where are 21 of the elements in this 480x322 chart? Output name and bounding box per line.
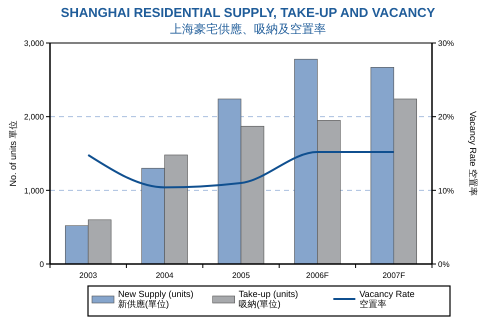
y-tick-label: 2,000 bbox=[24, 112, 45, 122]
y2-axis-title: Vacancy Rate 空置率 bbox=[468, 111, 478, 196]
x-tick-label: 2006F bbox=[306, 271, 329, 280]
legend-label: New Supply (units) 新供應(單位) bbox=[118, 289, 194, 309]
chart-title: SHANGHAI RESIDENTIAL SUPPLY, TAKE-UP AND VACANCY bbox=[60, 5, 436, 20]
y-tick-label: 3,000 bbox=[24, 39, 45, 48]
x-tick-label: 2007F bbox=[382, 271, 406, 280]
x-tick-label: 2003 bbox=[79, 271, 98, 280]
y-tick-label: 1,000 bbox=[24, 186, 45, 196]
y2-tick-label: 0% bbox=[438, 260, 450, 269]
y2-tick-label: 10% bbox=[438, 186, 454, 196]
line-series bbox=[87, 151, 395, 188]
legend-label: Take-up (units) 吸納(單位) bbox=[238, 289, 298, 309]
y-tick-label: 0 bbox=[40, 260, 45, 269]
y-axis-title: No. of units 單位 bbox=[8, 120, 18, 187]
y2-tick-label: 30% bbox=[438, 39, 454, 48]
chart-subtitle: 上海豪宅供應、吸納及空置率 bbox=[170, 22, 326, 36]
x-tick-label: 2004 bbox=[156, 271, 174, 280]
legend-label: Vacancy Rate 空置率 bbox=[359, 289, 415, 309]
y2-tick-label: 20% bbox=[438, 112, 454, 122]
x-tick-label: 2005 bbox=[232, 271, 250, 280]
